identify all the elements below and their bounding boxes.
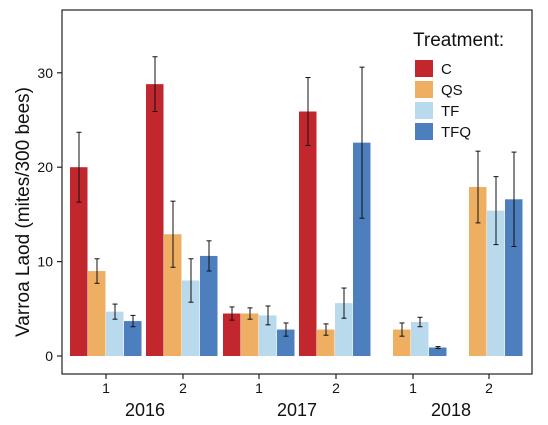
legend-swatch-tf	[415, 102, 433, 119]
bar-qs	[393, 329, 411, 356]
legend-label-tf: TF	[441, 103, 459, 120]
y-tick-label: 10	[37, 254, 53, 270]
bar-tf	[106, 311, 124, 356]
x-tick-label: 2	[485, 380, 493, 396]
x-tick-label: 1	[255, 380, 263, 396]
y-axis-label: Varroa Laod (mites/300 bees)	[13, 87, 34, 337]
bar-tf	[182, 280, 200, 356]
bar-c	[70, 167, 88, 356]
bar-tf	[411, 322, 429, 356]
x-tick-label: 2	[179, 380, 187, 396]
bar-qs	[241, 313, 259, 356]
bar-qs	[317, 329, 335, 356]
bar-tfq	[277, 329, 295, 356]
plot-frame	[61, 9, 533, 375]
year-label: 2017	[277, 400, 317, 420]
legend: Treatment: C QS TF TFQ	[413, 30, 504, 141]
bar-tfq	[353, 142, 371, 356]
y-tick-label: 20	[37, 159, 53, 175]
x-axis: 1 2 2016 1 2 2017 1 2 2018	[102, 374, 493, 420]
bar-tfq	[200, 255, 218, 356]
y-tick-label: 0	[45, 348, 53, 364]
x-tick-label: 1	[102, 380, 110, 396]
year-label: 2018	[431, 400, 471, 420]
x-tick-label: 2	[332, 380, 340, 396]
legend-swatch-qs	[415, 81, 433, 98]
bar-tfq	[505, 199, 523, 356]
bars	[70, 84, 523, 357]
bar-qs	[164, 234, 182, 356]
x-tick-label: 1	[409, 380, 417, 396]
bar-c	[299, 111, 317, 356]
y-tick-label: 30	[37, 65, 53, 81]
error-bars	[76, 56, 517, 349]
bar-tf	[487, 210, 505, 356]
legend-title: Treatment:	[413, 30, 504, 51]
y-axis: 0 10 20 30	[37, 65, 62, 364]
bar-c	[223, 313, 241, 356]
plot-area	[61, 9, 533, 375]
bar-c	[146, 84, 164, 357]
bar-qs	[88, 271, 106, 356]
legend-label-qs: QS	[441, 82, 463, 99]
legend-label-c: C	[441, 61, 452, 78]
legend-swatch-tfq	[415, 123, 433, 140]
legend-label-tfq: TFQ	[441, 124, 471, 141]
year-label: 2016	[125, 400, 165, 420]
bar-tfq	[429, 347, 447, 356]
bar-tf	[335, 303, 353, 356]
legend-swatch-c	[415, 60, 433, 77]
bar-tfq	[124, 321, 142, 356]
bar-tf	[259, 315, 277, 356]
bar-qs	[469, 187, 487, 356]
